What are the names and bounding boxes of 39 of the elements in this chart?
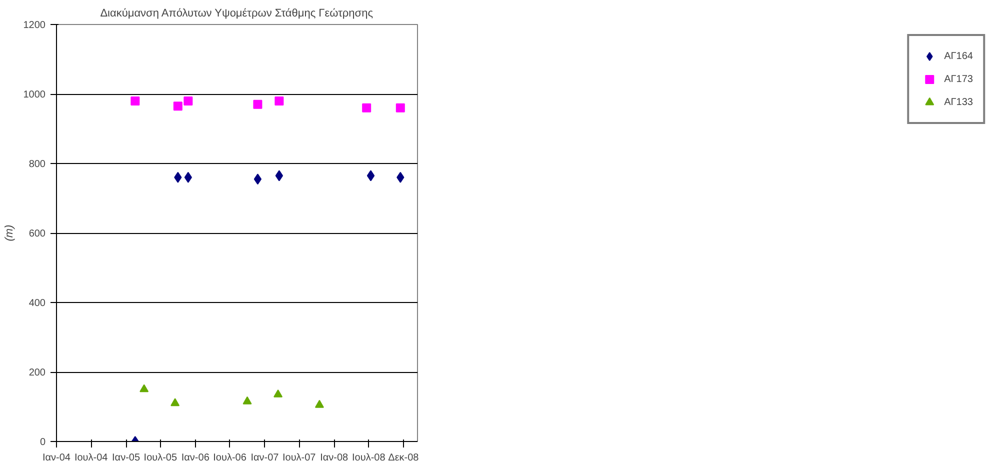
x-tick-label: Ιουλ-07 — [282, 452, 316, 464]
x-tick-label: Ιαν-07 — [250, 452, 280, 464]
x-tick-label: Ιαν-06 — [181, 452, 210, 464]
legend-label: ΑΓ164 — [944, 50, 973, 62]
y-tick-label: 1200 — [23, 20, 46, 31]
y-tick-label: 800 — [28, 159, 46, 170]
y-axis-title: (m) — [3, 224, 16, 242]
point — [396, 103, 405, 112]
point — [274, 389, 283, 398]
point — [170, 398, 180, 406]
point — [366, 170, 375, 182]
x-tick-label: Δεκ-08 — [388, 452, 420, 464]
point — [140, 384, 149, 392]
x-tick-label: Ιουλ-06 — [213, 452, 247, 464]
x-tick-label: Ιουλ-08 — [352, 452, 386, 464]
point — [184, 96, 193, 106]
point — [362, 103, 372, 112]
y-tick-label: 200 — [28, 368, 46, 378]
legend-label: ΑΓ173 — [944, 74, 973, 84]
y-tick-label: 400 — [28, 298, 46, 309]
x-tick-label: Ιαν-08 — [320, 452, 349, 464]
x-tick-label: Ιαν-04 — [42, 452, 71, 464]
point — [242, 396, 252, 404]
x-tick-label: Ιαν-05 — [112, 452, 140, 464]
point — [184, 172, 192, 183]
point — [275, 170, 284, 182]
y-tick-label: 1000 — [23, 90, 46, 100]
x-tick-label: Ιουλ-04 — [74, 452, 108, 464]
point — [314, 400, 324, 408]
y-tick-label: 0 — [40, 437, 46, 448]
y-tick-label: 600 — [28, 228, 46, 240]
point — [130, 96, 140, 106]
point — [254, 174, 262, 185]
point — [253, 100, 262, 109]
point — [274, 96, 284, 106]
chart-title: Διακύμανση Απόλυτων Υψομέτρων Στάθμης Γεώτρησης — [100, 8, 374, 20]
x-tick-label: Ιουλ-05 — [144, 452, 178, 464]
point — [173, 102, 182, 111]
legend-label: ΑΓ133 — [944, 96, 973, 108]
